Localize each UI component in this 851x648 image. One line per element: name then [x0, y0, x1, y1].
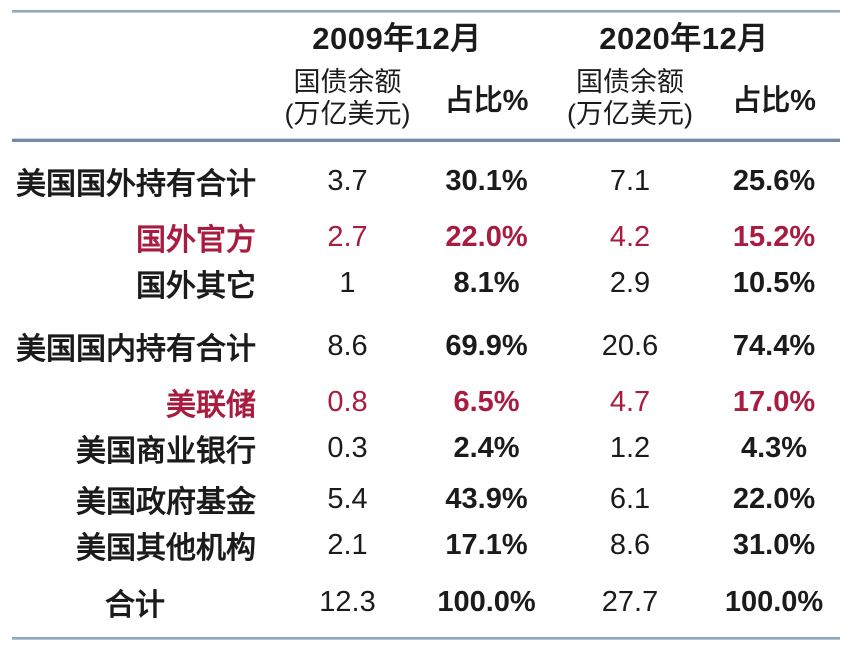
header-separator-rule	[12, 138, 840, 142]
period-header-2009: 2009年12月	[312, 21, 482, 56]
balance-2020-value: 27.7	[601, 585, 659, 618]
balance-2020-value: 20.6	[601, 329, 659, 362]
balance-header-line2: (万亿美元)	[567, 99, 693, 129]
balance-2009-value: 3.7	[327, 164, 368, 197]
share-2020-value: 22.0%	[732, 482, 816, 515]
balance-2020-value: 8.6	[609, 528, 651, 561]
share-2009-value: 69.9%	[445, 329, 528, 362]
row-federal-reserve: 美联储 0.8 6.5% 4.7 17.0%	[0, 379, 851, 425]
row-us-foreign-total: 美国国外持有合计 3.7 30.1% 7.1 25.6%	[0, 158, 851, 204]
share-2009-value: 2.4%	[453, 431, 520, 464]
balance-2020-value: 2.9	[609, 266, 651, 299]
share-2009-value: 100.0%	[437, 585, 536, 618]
balance-2009-value: 0.8	[327, 385, 368, 418]
balance-2020-header: 国债余额 (万亿美元)	[548, 66, 712, 130]
bottom-rule	[12, 637, 840, 640]
balance-2009-value: 8.6	[327, 329, 368, 362]
column-header-row: 国债余额 (万亿美元) 占比% 国债余额 (万亿美元) 占比%	[0, 58, 851, 138]
balance-2020-value: 4.7	[609, 385, 651, 418]
row-label: 国外其它	[136, 270, 256, 303]
balance-2020-value: 1.2	[609, 431, 651, 464]
row-us-commercial-banks: 美国商业银行 0.3 2.4% 1.2 4.3%	[0, 425, 851, 471]
share-2009-value: 30.1%	[445, 164, 528, 197]
row-us-domestic-total: 美国国内持有合计 8.6 69.9% 20.6 74.4%	[0, 323, 851, 369]
share-2020-value: 25.6%	[732, 164, 816, 197]
balance-2020-value: 4.2	[609, 220, 651, 253]
top-rule	[12, 10, 840, 13]
balance-header-line1: 国债余额	[293, 67, 402, 97]
row-foreign-official: 国外官方 2.7 22.0% 4.2 15.2%	[0, 214, 851, 260]
row-label: 合计	[105, 589, 165, 622]
share-2009-value: 8.1%	[453, 266, 520, 299]
balance-2009-header: 国债余额 (万亿美元)	[270, 66, 425, 130]
row-label: 美国国内持有合计	[16, 333, 256, 366]
share-2020-value: 15.2%	[732, 220, 816, 253]
share-2009-header: 占比%	[444, 85, 529, 117]
share-2009-value: 22.0%	[445, 220, 528, 253]
balance-2020-value: 7.1	[609, 164, 651, 197]
row-label: 美国政府基金	[76, 486, 256, 519]
row-label: 国外官方	[136, 224, 256, 257]
balance-2009-value: 0.3	[327, 431, 368, 464]
share-2009-value: 6.5%	[453, 385, 520, 418]
row-us-other-institutions: 美国其他机构 2.1 17.1% 8.6 31.0%	[0, 522, 851, 568]
share-2020-value: 10.5%	[732, 266, 816, 299]
share-2020-value: 31.0%	[732, 528, 816, 561]
balance-2009-value: 5.4	[327, 482, 368, 515]
share-2020-value: 17.0%	[732, 385, 816, 418]
balance-2009-value: 2.1	[327, 528, 368, 561]
share-2020-header: 占比%	[732, 85, 816, 117]
row-label: 美联储	[166, 389, 256, 422]
period-header-row: 2009年12月 2020年12月	[0, 13, 851, 58]
balance-2009-value: 1	[339, 266, 356, 299]
share-2020-value: 4.3%	[740, 431, 808, 464]
row-label: 美国其他机构	[76, 532, 256, 565]
balance-2009-value: 12.3	[319, 585, 376, 618]
share-2009-value: 43.9%	[445, 482, 528, 515]
row-us-government-funds: 美国政府基金 5.4 43.9% 6.1 22.0%	[0, 476, 851, 522]
period-header-2020: 2020年12月	[599, 21, 769, 56]
row-label: 美国国外持有合计	[16, 168, 256, 201]
share-2009-value: 17.1%	[445, 528, 528, 561]
share-2020-value: 100.0%	[724, 585, 824, 618]
balance-header-line1: 国债余额	[576, 67, 684, 97]
balance-header-line2: (万亿美元)	[284, 99, 411, 129]
row-total: 合计 12.3 100.0% 27.7 100.0%	[0, 579, 851, 625]
row-foreign-other: 国外其它 1 8.1% 2.9 10.5%	[0, 260, 851, 306]
row-label: 美国商业银行	[76, 435, 256, 468]
share-2020-value: 74.4%	[732, 329, 816, 362]
balance-2009-value: 2.7	[327, 220, 368, 253]
balance-2020-value: 6.1	[609, 482, 651, 515]
